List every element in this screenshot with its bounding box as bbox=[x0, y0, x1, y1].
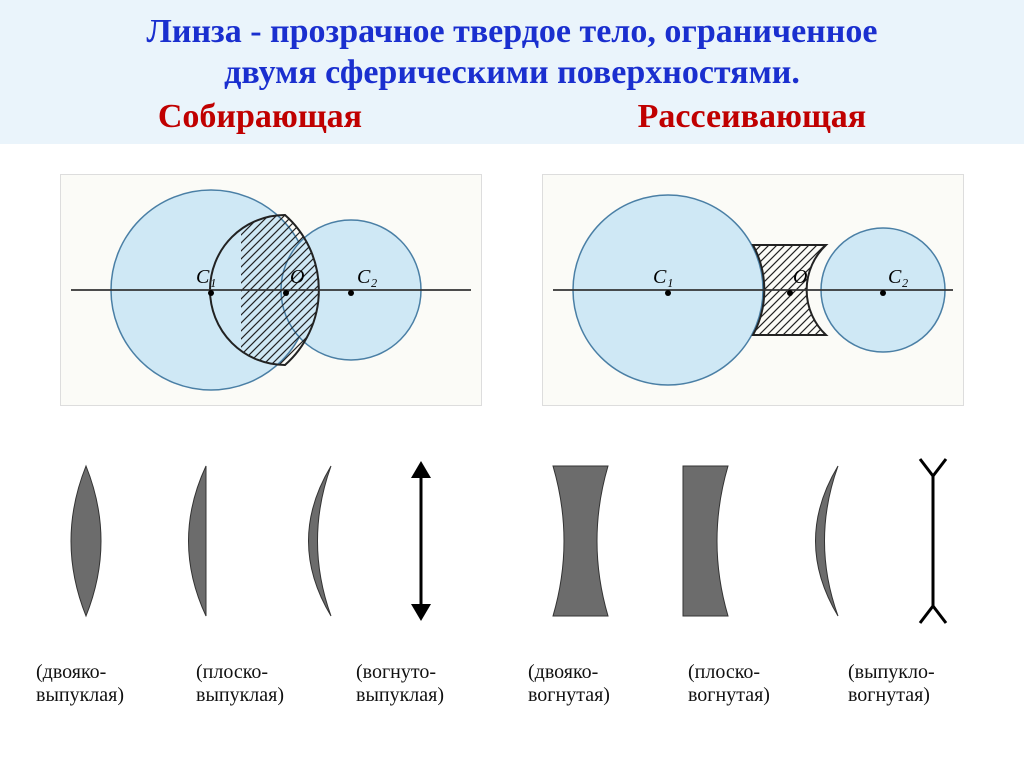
caption-text: (плоско- bbox=[196, 661, 268, 683]
converging-svg: C₁ O C₂ bbox=[61, 175, 481, 405]
shapes-row bbox=[0, 456, 1024, 626]
caption-text: (плоско- bbox=[688, 661, 760, 683]
diverging-shapes-svg bbox=[518, 456, 998, 626]
converging-diagram: C₁ O C₂ bbox=[60, 174, 482, 406]
caption-text: (двояко- bbox=[36, 661, 106, 683]
caption-text: вогнутая) bbox=[688, 684, 770, 706]
subtitle-row: Собирающая Рассеивающая bbox=[20, 98, 1004, 136]
captions-right: (двояко- вогнутая) (плоско- вогнутая) (в… bbox=[518, 661, 998, 707]
caption-text: выпуклая) bbox=[356, 684, 444, 706]
caption-text: выпуклая) bbox=[196, 684, 284, 706]
label2-O: O bbox=[793, 266, 807, 288]
caption-biconvex: (двояко- выпуклая) bbox=[36, 661, 176, 707]
diverging-symbol-icon bbox=[920, 459, 946, 623]
caption-biconcave: (двояко- вогнутая) bbox=[528, 661, 668, 707]
subtitle-right: Рассеивающая bbox=[638, 98, 867, 136]
diverging-diagram: C₁ O C₂ bbox=[542, 174, 964, 406]
label-C1: C₁ bbox=[196, 266, 216, 288]
converging-shapes-svg bbox=[26, 456, 506, 626]
converging-shapes bbox=[26, 456, 506, 626]
captions-left: (двояко- выпуклая) (плоско- выпуклая) (в… bbox=[26, 661, 506, 707]
caption-concavoconvex: (вогнуто- выпуклая) bbox=[356, 661, 496, 707]
title-line-1: Линза - прозрачное твердое тело, огранич… bbox=[20, 12, 1004, 53]
caption-text: вогнутая) bbox=[848, 684, 930, 706]
label2-C2: C₂ bbox=[888, 266, 908, 288]
caption-text: (выпукло- bbox=[848, 661, 935, 683]
caption-planoconvex: (плоско- выпуклая) bbox=[196, 661, 336, 707]
diverging-shapes bbox=[518, 456, 998, 626]
title-block: Линза - прозрачное твердое тело, огранич… bbox=[0, 0, 1024, 144]
caption-text: вогнутая) bbox=[528, 684, 610, 706]
caption-convexoconcave: (выпукло- вогнутая) bbox=[848, 661, 988, 707]
caption-planoconcave: (плоско- вогнутая) bbox=[688, 661, 828, 707]
captions-row: (двояко- выпуклая) (плоско- выпуклая) (в… bbox=[0, 661, 1024, 707]
label2-C1: C₁ bbox=[653, 266, 673, 288]
caption-text: (вогнуто- bbox=[356, 661, 436, 683]
label-O: O bbox=[290, 266, 304, 288]
diverging-svg: C₁ O C₂ bbox=[543, 175, 963, 405]
caption-text: выпуклая) bbox=[36, 684, 124, 706]
title-line-2: двумя сферическими поверхностями. bbox=[20, 53, 1004, 94]
subtitle-left: Собирающая bbox=[158, 98, 362, 136]
caption-text: (двояко- bbox=[528, 661, 598, 683]
label-C2: C₂ bbox=[357, 266, 377, 288]
diagrams-row: C₁ O C₂ C₁ O C₂ bbox=[0, 174, 1024, 406]
converging-symbol-icon bbox=[411, 461, 431, 621]
